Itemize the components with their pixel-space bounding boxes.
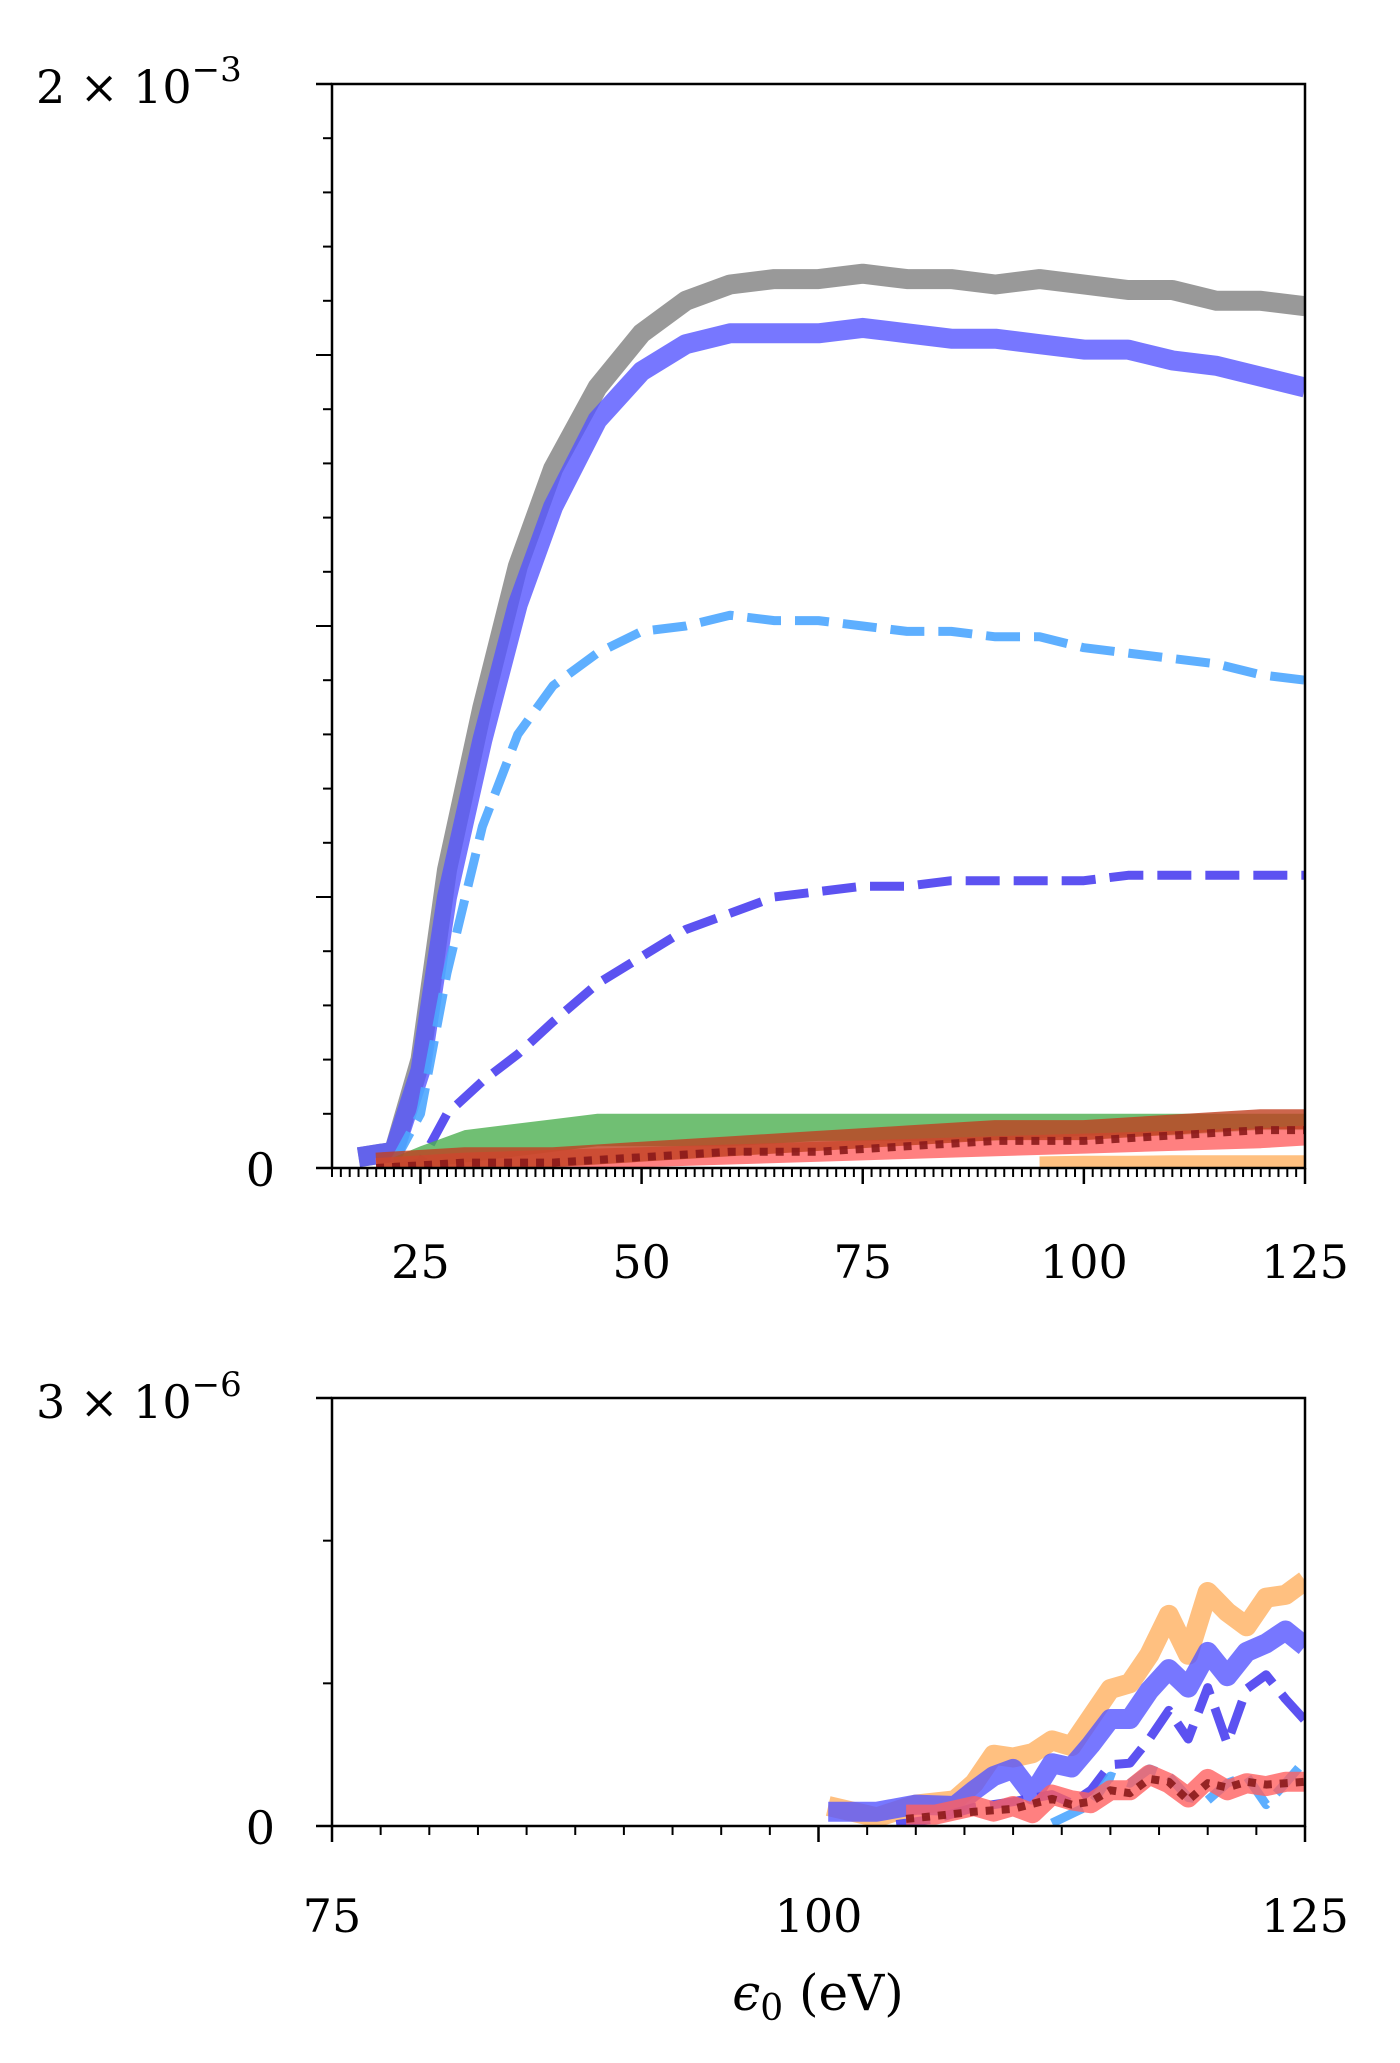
bottom-x-tick-label: 75 (303, 1889, 362, 1943)
top-y-max-mantissa: 2 × 10 (36, 60, 192, 114)
top-series-2-line (389, 610, 1305, 1165)
x-axis-label: ϵ0 (eV) (732, 1964, 904, 2029)
bottom-series-5-line (905, 1774, 1305, 1823)
top-series-6-line (375, 1109, 1305, 1168)
chart-top-panel: 25 50 75 100 125 2 × 10−3 0 (36, 50, 1349, 1289)
top-series-group (356, 263, 1305, 1168)
top-series-8-line (1039, 1155, 1305, 1168)
bottom-y-max-exponent: −6 (192, 1365, 242, 1405)
top-x-tick-label: 75 (833, 1235, 892, 1289)
bottom-y-max-label: 3 × 10−6 (36, 1365, 242, 1429)
top-series-3-line (393, 870, 1305, 1168)
bottom-series-4-line (906, 1764, 1305, 1825)
bottom-plot-frame (330, 1396, 1307, 1828)
bottom-ticks: 75 100 125 (303, 1396, 1349, 1943)
bottom-y-zero-label: 0 (246, 1801, 275, 1855)
bottom-series-group (825, 1572, 1305, 1826)
x-axis-label-unit: (eV) (783, 1964, 904, 2022)
x-axis-label-symbol: ϵ (732, 1964, 760, 2022)
top-series-0-line (356, 263, 1305, 1168)
top-x-tick-label: 100 (1040, 1235, 1128, 1289)
top-y-max-exponent: −3 (192, 50, 242, 90)
top-series-1-line (356, 317, 1305, 1168)
top-ticks: 25 50 75 100 125 (316, 82, 1349, 1289)
top-series-7-line (375, 1126, 1305, 1168)
bottom-y-max-mantissa: 3 × 10 (36, 1375, 192, 1429)
bottom-x-tick-label: 100 (775, 1889, 863, 1943)
top-x-tick-label: 125 (1261, 1235, 1349, 1289)
chart-bottom-panel: 75 100 125 3 × 10−6 0 ϵ0 (eV) (36, 1365, 1349, 2029)
bottom-x-tick-label: 125 (1261, 1889, 1349, 1943)
top-x-tick-label: 25 (391, 1235, 450, 1289)
top-y-max-label: 2 × 10−3 (36, 50, 242, 114)
x-axis-label-subscript: 0 (760, 1988, 783, 2029)
top-plot-frame (330, 82, 1307, 1170)
top-x-tick-label: 50 (612, 1235, 671, 1289)
top-y-zero-label: 0 (246, 1143, 275, 1197)
